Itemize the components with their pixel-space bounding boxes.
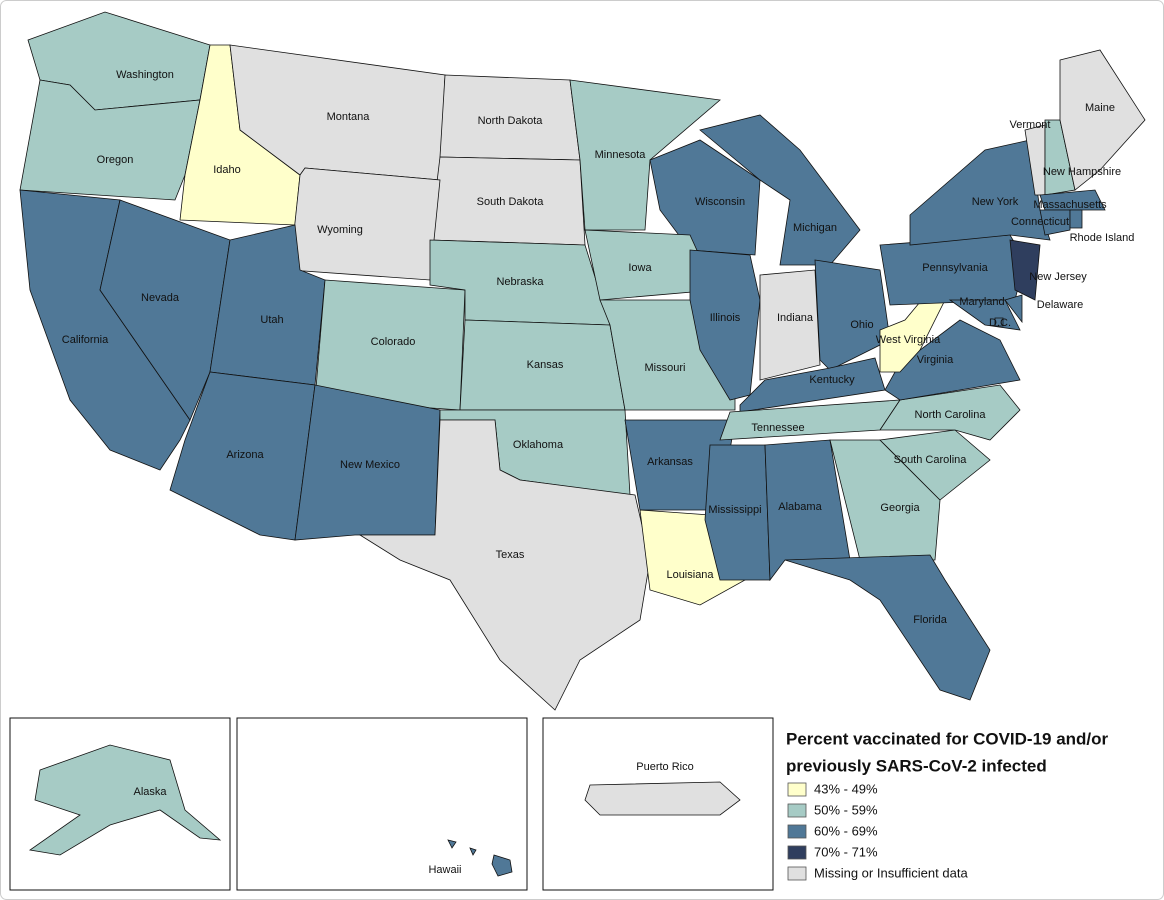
state-label: West Virginia [876, 334, 941, 346]
state-shape [28, 744, 222, 856]
state-shape [1059, 49, 1146, 191]
state-label: Alabama [778, 501, 822, 513]
state-label: Arkansas [647, 456, 693, 468]
legend-swatch [787, 866, 807, 881]
state-shape [358, 419, 651, 711]
state-label: Idaho [213, 164, 241, 176]
state-label: Mississippi [708, 504, 761, 516]
state-label: New Hampshire [1043, 166, 1121, 178]
state-label: Nevada [141, 292, 180, 304]
state-shape [994, 317, 1004, 327]
state-label: Minnesota [595, 149, 647, 161]
state-shape [469, 847, 477, 856]
state-shape [1039, 189, 1106, 211]
state-label: Puerto Rico [636, 761, 693, 773]
state-label: South Carolina [894, 454, 968, 466]
states [19, 11, 1146, 877]
state-label: Vermont [1010, 119, 1051, 131]
legend-label: Missing or Insufficient data [814, 865, 968, 880]
state-label: Indiana [777, 312, 814, 324]
state-label: D.C. [989, 317, 1011, 329]
state-label: Florida [913, 614, 948, 626]
state-label: Kentucky [809, 374, 855, 386]
legend-title: previously SARS-CoV-2 infected [786, 756, 1047, 775]
state-label: Wisconsin [695, 196, 745, 208]
state-label: New Mexico [340, 459, 400, 471]
state-label: California [62, 334, 109, 346]
state-label: Connecticut [1011, 216, 1069, 228]
state-shape [1069, 209, 1083, 229]
state-shape [584, 781, 741, 816]
state-label: Texas [496, 549, 525, 561]
state-label: Massachusetts [1033, 199, 1107, 211]
state-label: Alaska [133, 786, 167, 798]
state-label: Iowa [628, 262, 652, 274]
state-label: Hawaii [428, 864, 461, 876]
legend-label: 60% - 69% [814, 823, 878, 838]
legend-label: 50% - 59% [814, 802, 878, 817]
state-label: New Jersey [1029, 271, 1087, 283]
state-shape [814, 259, 891, 371]
state-shape [1009, 239, 1041, 301]
state-shape [689, 249, 761, 401]
state-shape [879, 289, 946, 373]
state-label: Maryland [959, 296, 1004, 308]
inset-box [236, 717, 528, 891]
state-label: Oklahoma [513, 439, 564, 451]
state-shape [491, 854, 513, 877]
labels: Washington Oregon Idaho Montana North Dakota… [62, 69, 1135, 876]
state-label: North Carolina [915, 409, 987, 421]
state-label: Georgia [880, 502, 920, 514]
state-label: North Dakota [478, 115, 544, 127]
state-shape [704, 444, 771, 581]
legend-swatch [787, 824, 807, 839]
state-shape [649, 139, 761, 256]
legend-label: 70% - 71% [814, 844, 878, 859]
state-label: Rhode Island [1070, 232, 1135, 244]
legend: 43% - 49% 50% - 59% 60% - 69% 70% - 71% Miss… [787, 781, 968, 881]
state-label: Colorado [371, 336, 416, 348]
state-shape [784, 554, 991, 701]
state-label: Kansas [527, 359, 564, 371]
state-label: Missouri [645, 362, 686, 374]
state-label: Arizona [226, 449, 264, 461]
state-label: Nebraska [496, 276, 544, 288]
state-label: Wyoming [317, 224, 363, 236]
state-label: Pennsylvania [922, 262, 988, 274]
state-label: Virginia [917, 354, 954, 366]
state-label: South Dakota [477, 196, 545, 208]
state-shape [1039, 209, 1071, 236]
state-label: Montana [327, 111, 371, 123]
state-label: Tennessee [751, 422, 804, 434]
state-shape [569, 79, 721, 231]
state-label: Utah [260, 314, 283, 326]
legend-label: 43% - 49% [814, 781, 878, 796]
state-label: Washington [116, 69, 174, 81]
state-shape [1004, 294, 1023, 324]
state-shape [289, 167, 441, 281]
state-shape [829, 439, 941, 561]
state-shape [759, 269, 821, 381]
state-label: Oregon [97, 154, 134, 166]
state-label: Illinois [710, 312, 741, 324]
legend-swatch [787, 782, 807, 797]
state-shape [99, 199, 231, 421]
state-label: Maine [1085, 102, 1115, 114]
state-shape [447, 839, 457, 849]
state-label: Louisiana [666, 569, 714, 581]
state-shape [879, 429, 991, 501]
state-label: New York [972, 196, 1019, 208]
legend-swatch [787, 803, 807, 818]
state-label: Delaware [1037, 299, 1083, 311]
legend-swatch [787, 845, 807, 860]
state-label: Michigan [793, 222, 837, 234]
legend-title: Percent vaccinated for COVID-19 and/or [786, 729, 1109, 748]
state-label: Ohio [850, 319, 873, 331]
